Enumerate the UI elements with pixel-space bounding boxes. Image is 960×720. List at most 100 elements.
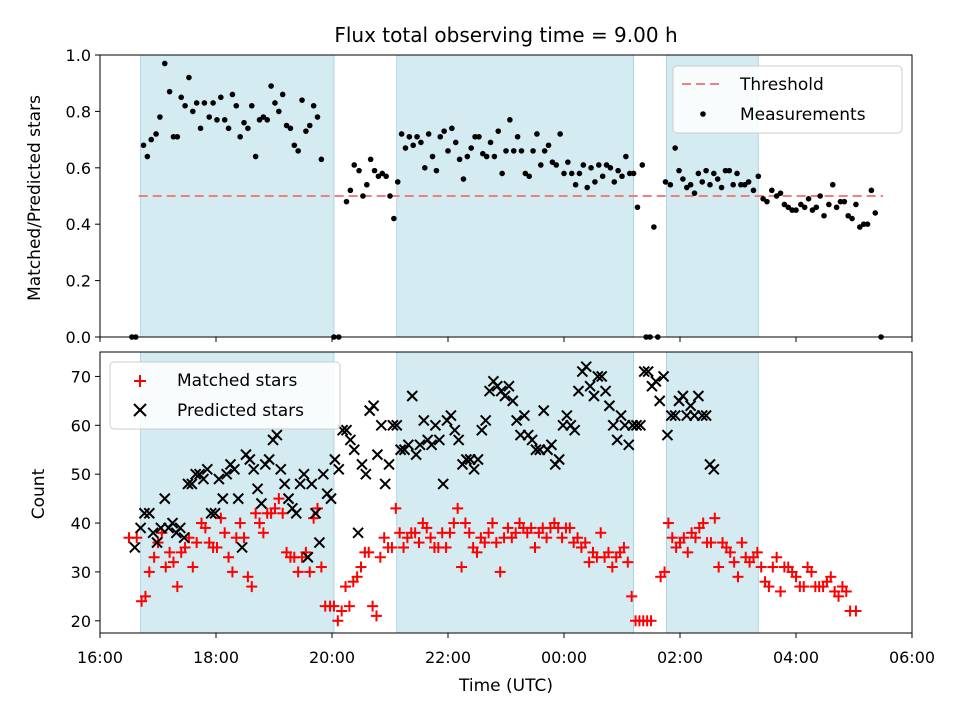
measurement-point — [186, 74, 192, 81]
measurement-point — [283, 122, 290, 129]
predicted-point — [309, 507, 322, 519]
top-axes-frame — [99, 54, 913, 338]
predicted-point — [449, 424, 461, 436]
measurement-point — [140, 142, 147, 149]
predicted-point — [418, 414, 430, 427]
measurement-point — [781, 201, 788, 208]
predicted-point — [302, 551, 314, 563]
predicted-point — [537, 404, 550, 417]
legend-top-box — [672, 65, 903, 134]
measurement-point — [545, 142, 552, 149]
y-tick-label: 0.6 — [66, 159, 91, 178]
matched-point — [728, 556, 740, 568]
predicted-point — [129, 541, 141, 554]
measurement-point — [367, 156, 374, 163]
matched-point — [211, 541, 223, 553]
matched-point — [805, 566, 817, 578]
measurement-point — [821, 212, 827, 219]
measurement-point — [789, 207, 795, 213]
matched-point — [456, 561, 468, 573]
matched-point — [409, 527, 421, 539]
predicted-point — [134, 522, 147, 534]
measurement-point — [857, 224, 863, 230]
matched-point — [398, 541, 410, 553]
predicted-point — [623, 439, 635, 451]
measurement-point — [565, 159, 571, 165]
matched-point — [238, 532, 250, 544]
matched-point — [226, 566, 238, 578]
measurement-point — [351, 162, 358, 168]
matched-point — [763, 581, 775, 593]
measurement-point — [197, 125, 204, 132]
predicted-point — [479, 414, 492, 427]
x-tick-label: 18:00 — [193, 648, 239, 667]
measurement-point — [491, 153, 498, 160]
predicted-point — [178, 531, 190, 544]
measurement-point — [707, 181, 713, 188]
matched-point — [246, 581, 258, 593]
measurement-point — [394, 179, 401, 185]
measurement-point — [805, 196, 812, 202]
measurement-point — [793, 207, 799, 213]
measurement-point — [833, 204, 840, 211]
matched-point — [292, 566, 304, 578]
measurement-point — [299, 97, 305, 103]
predicted-point — [182, 478, 194, 490]
matched-point — [850, 605, 862, 617]
predicted-point — [510, 414, 523, 427]
measurement-point — [245, 125, 251, 132]
predicted-point — [433, 434, 446, 446]
measurement-point — [864, 221, 871, 227]
x-tick-label: 20:00 — [309, 648, 355, 667]
matched-point — [751, 546, 763, 558]
predicted-point — [634, 419, 647, 432]
measurement-point — [310, 102, 317, 109]
predicted-point — [429, 419, 442, 432]
measurement-point — [306, 122, 313, 129]
measurement-point — [406, 133, 413, 140]
predicted-point — [367, 400, 380, 412]
predicted-point — [530, 444, 542, 456]
y-tick-label: 0.0 — [66, 328, 91, 347]
matched-point — [374, 551, 386, 563]
measurement-point — [741, 181, 748, 188]
measurement-point — [452, 139, 459, 146]
measurement-point — [750, 187, 757, 194]
predicted-point — [568, 424, 581, 436]
measurement-point — [472, 133, 478, 140]
measurement-point — [777, 190, 784, 196]
measurement-point — [615, 167, 621, 174]
predicted-point — [437, 478, 449, 490]
measurement-point — [225, 125, 232, 132]
measurement-point — [514, 133, 521, 140]
measurement-point — [241, 119, 247, 126]
measurement-point — [178, 94, 184, 101]
measurement-point — [295, 148, 301, 154]
matched-point — [572, 532, 584, 544]
measurement-point — [868, 187, 875, 194]
matched-point — [378, 532, 390, 544]
top-panel: 0.0 0.2 0.4 0.6 0.8 1.0 Threshold Measurements — [66, 46, 913, 347]
matched-point — [840, 585, 852, 597]
measurement-point — [538, 162, 544, 168]
predicted-point — [352, 527, 364, 539]
matched-point — [697, 517, 709, 529]
matched-point — [315, 561, 327, 573]
measurement-point — [487, 139, 494, 146]
matched-point — [564, 522, 576, 534]
measurement-point — [483, 153, 490, 160]
predicted-point — [186, 478, 198, 490]
matched-point — [556, 532, 568, 544]
legend-bottom-box — [109, 361, 341, 430]
matched-point — [502, 522, 514, 534]
measurement-point — [460, 176, 467, 182]
matched-point — [304, 566, 316, 578]
predicted-point — [143, 507, 156, 519]
measurement-point — [153, 131, 159, 137]
measurement-point — [522, 170, 529, 177]
predicted-point — [572, 385, 585, 397]
predicted-point — [333, 463, 345, 475]
matched-point — [798, 581, 810, 593]
predicted-point — [595, 370, 608, 383]
legend-threshold-label: Threshold — [739, 75, 824, 95]
